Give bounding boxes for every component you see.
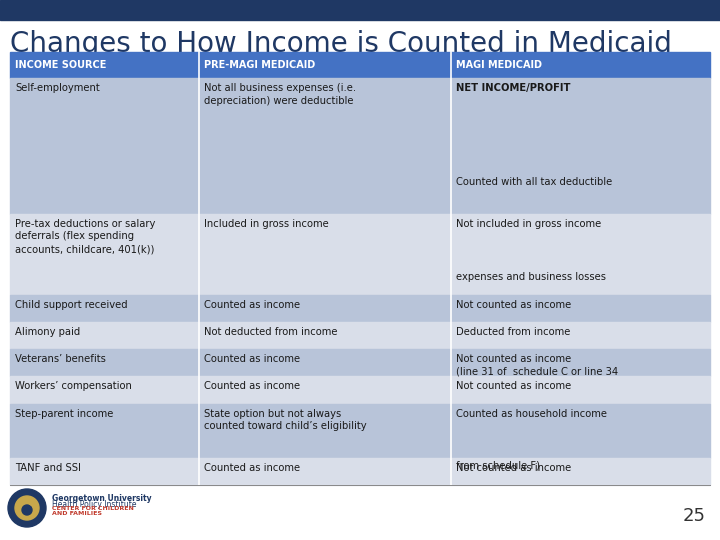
Text: Not counted as income: Not counted as income xyxy=(456,463,571,473)
Bar xyxy=(10,214,710,295)
Text: Step-parent income: Step-parent income xyxy=(15,409,113,419)
Text: Not deducted from income: Not deducted from income xyxy=(204,327,338,337)
Text: Not included in gross income: Not included in gross income xyxy=(456,219,601,228)
Text: Pre-tax deductions or salary
deferrals (flex spending
accounts, childcare, 401(k: Pre-tax deductions or salary deferrals (… xyxy=(15,219,156,254)
Text: Workers’ compensation: Workers’ compensation xyxy=(15,381,132,391)
Bar xyxy=(10,295,710,322)
Bar xyxy=(10,322,710,349)
Text: Not counted as income: Not counted as income xyxy=(456,354,571,364)
Text: Not counted as income: Not counted as income xyxy=(456,300,571,310)
Bar xyxy=(10,376,710,403)
Text: Alimony paid: Alimony paid xyxy=(15,327,80,337)
Text: Self-employment: Self-employment xyxy=(15,83,100,93)
Bar xyxy=(10,458,710,485)
Text: expenses and business losses: expenses and business losses xyxy=(456,272,606,282)
Text: 25: 25 xyxy=(683,507,706,525)
Text: Changes to How Income is Counted in Medicaid: Changes to How Income is Counted in Medi… xyxy=(10,30,672,58)
Text: NET INCOME/PROFIT: NET INCOME/PROFIT xyxy=(456,83,570,93)
Text: Included in gross income: Included in gross income xyxy=(204,219,329,228)
Text: Counted as income: Counted as income xyxy=(204,463,300,473)
Text: (line 31 of  schedule C or line 34: (line 31 of schedule C or line 34 xyxy=(456,367,618,376)
Bar xyxy=(10,52,710,78)
Text: CENTER FOR CHILDREN: CENTER FOR CHILDREN xyxy=(52,506,134,511)
Text: Not counted as income: Not counted as income xyxy=(456,381,571,391)
Text: Counted with all tax deductible: Counted with all tax deductible xyxy=(456,178,612,187)
Text: MAGI MEDICAID: MAGI MEDICAID xyxy=(456,60,542,70)
Circle shape xyxy=(22,505,32,515)
Bar xyxy=(10,349,710,376)
Circle shape xyxy=(29,499,35,505)
Bar xyxy=(10,78,710,214)
Text: State option but not always
counted toward child’s eligibility: State option but not always counted towa… xyxy=(204,409,366,431)
Text: Counted as household income: Counted as household income xyxy=(456,409,607,419)
Text: Not all business expenses (i.e.
depreciation) were deductible: Not all business expenses (i.e. deprecia… xyxy=(204,83,356,106)
Text: Counted as income: Counted as income xyxy=(204,381,300,391)
Text: Child support received: Child support received xyxy=(15,300,127,310)
Text: PRE-MAGI MEDICAID: PRE-MAGI MEDICAID xyxy=(204,60,315,70)
Text: Health Policy Institute: Health Policy Institute xyxy=(52,500,137,509)
Text: AND FAMILIES: AND FAMILIES xyxy=(52,511,102,516)
Text: Georgetown University: Georgetown University xyxy=(52,494,152,503)
Bar xyxy=(0,0,720,20)
Text: Counted as income: Counted as income xyxy=(204,300,300,310)
Text: Veterans’ benefits: Veterans’ benefits xyxy=(15,354,106,364)
Text: INCOME SOURCE: INCOME SOURCE xyxy=(15,60,107,70)
Bar xyxy=(10,403,710,458)
Text: Deducted from income: Deducted from income xyxy=(456,327,570,337)
Text: TANF and SSI: TANF and SSI xyxy=(15,463,81,473)
Circle shape xyxy=(15,496,39,520)
Circle shape xyxy=(8,489,46,527)
Text: from schedule F): from schedule F) xyxy=(456,461,540,471)
Text: Counted as income: Counted as income xyxy=(204,354,300,364)
